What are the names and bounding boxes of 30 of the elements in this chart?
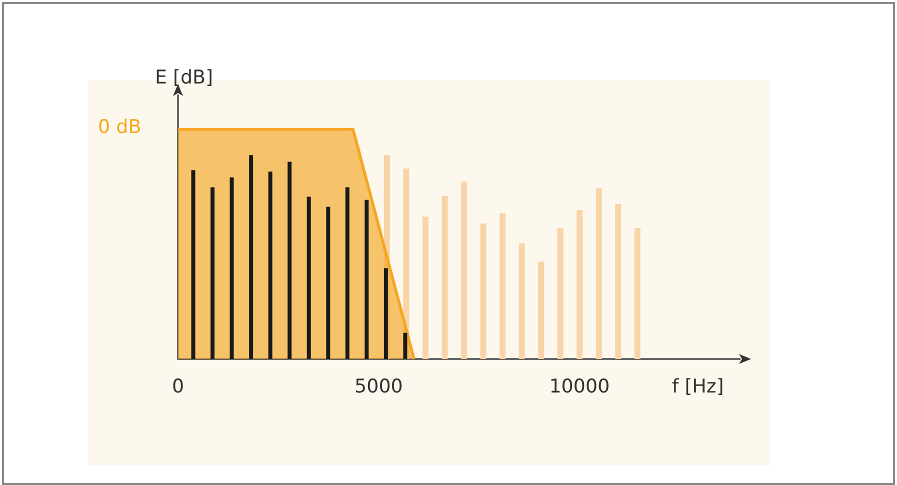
bar xyxy=(422,216,428,359)
bar xyxy=(268,172,272,359)
text: 0 dB xyxy=(98,116,142,138)
x-axis-title: f [Hz] xyxy=(672,376,724,398)
bar xyxy=(480,223,486,359)
bar xyxy=(500,213,506,359)
bar xyxy=(538,262,544,359)
bar xyxy=(326,206,330,359)
bar xyxy=(634,228,640,359)
bar xyxy=(384,268,388,359)
x-tick-label: 5000 xyxy=(354,376,403,398)
bar xyxy=(306,196,311,359)
bar xyxy=(288,162,292,359)
bar xyxy=(461,182,468,359)
bar xyxy=(576,210,583,359)
bar xyxy=(191,170,196,359)
bar xyxy=(557,228,564,359)
bar xyxy=(249,155,254,359)
x-tick-label: 0 xyxy=(172,376,184,398)
y-axis-title: E [dB] xyxy=(155,66,213,88)
bar xyxy=(230,177,234,359)
bar xyxy=(403,332,408,359)
bar xyxy=(518,243,525,359)
bar xyxy=(364,200,369,359)
bar xyxy=(442,196,448,359)
bar xyxy=(210,187,215,359)
bar xyxy=(345,187,350,359)
bar xyxy=(596,188,602,359)
bar xyxy=(615,204,622,359)
x-tick-label: 10000 xyxy=(549,376,610,398)
